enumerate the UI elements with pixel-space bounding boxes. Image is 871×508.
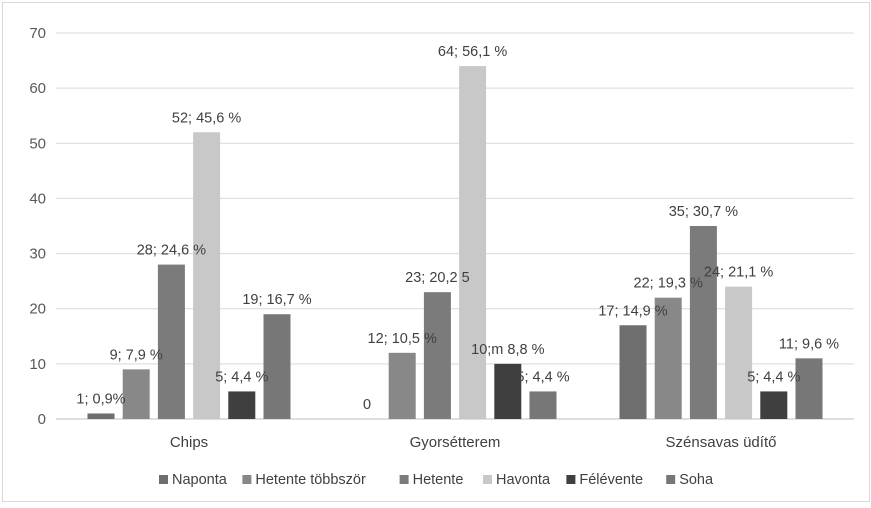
bar [494, 363, 522, 419]
y-tick-label: 40 [29, 190, 46, 207]
data-label: 5; 4,4 % [215, 369, 268, 385]
y-tick-label: 50 [29, 135, 46, 152]
legend-swatch [666, 475, 676, 484]
y-tick-label: 10 [29, 356, 46, 373]
legend-swatch [566, 475, 576, 484]
legend-swatch [399, 475, 409, 484]
data-label: 64; 56,1 % [438, 44, 507, 60]
legend-label: Hetente többször [255, 472, 366, 488]
bar [689, 226, 717, 419]
bar [263, 314, 291, 419]
legend-item: Havonta [483, 472, 551, 488]
bar [193, 132, 221, 419]
legend-label: Félévente [579, 472, 643, 488]
bar [122, 369, 150, 419]
data-label: 5; 4,4 % [747, 369, 800, 385]
bar [795, 358, 823, 419]
data-label: 5; 4,4 % [516, 369, 569, 385]
bar [459, 66, 487, 420]
data-label: 35; 30,7 % [669, 204, 738, 220]
data-label: 0 [363, 397, 371, 413]
gridlines [56, 32, 854, 420]
legend-swatch [242, 475, 252, 484]
bar [157, 264, 185, 419]
bar [725, 286, 753, 419]
y-tick-label: 0 [38, 411, 46, 428]
data-label: 52; 45,6 % [172, 110, 241, 126]
data-label: 11; 9,6 % [779, 336, 839, 352]
data-label: 17; 14,9 % [598, 303, 667, 319]
data-labels: 1; 0,9% 9; 7,9 % 28; 24,6 % 52; 45,6 % 5; 4,… [76, 44, 839, 413]
data-label: 10;m 8,8 % [471, 342, 544, 358]
data-label: 22; 19,3 % [634, 276, 703, 292]
data-label: 24; 21,1 % [704, 265, 773, 281]
y-tick-label: 30 [29, 246, 46, 263]
y-axis-ticks: 0 10 20 30 40 50 60 70 [29, 25, 46, 428]
legend-item: Hetente [399, 472, 464, 488]
data-label: 28; 24,6 % [137, 243, 206, 259]
bar [423, 292, 451, 419]
bar [228, 391, 256, 419]
bar [760, 391, 788, 419]
legend-item: Félévente [566, 472, 643, 488]
legend-label: Soha [679, 472, 714, 488]
data-label: 19; 16,7 % [242, 292, 311, 308]
legend-item: Naponta [159, 472, 228, 488]
data-label: 1; 0,9% [76, 391, 125, 407]
data-label: 9; 7,9 % [110, 347, 163, 363]
legend-item: Hetente többször [242, 472, 366, 488]
legend-label: Naponta [172, 472, 228, 488]
category-label: Chips [170, 434, 208, 451]
legend-item: Soha [666, 472, 714, 488]
y-tick-label: 70 [29, 25, 46, 42]
legend-swatch [159, 475, 168, 484]
bar [388, 352, 416, 419]
y-tick-label: 60 [29, 80, 46, 97]
category-labels: Chips Gyorsétterem Szénsavas üdítő [170, 434, 777, 451]
bar [529, 391, 557, 419]
legend: Naponta Hetente többször Hetente Havonta Fél… [159, 472, 714, 488]
legend-label: Hetente [413, 472, 464, 488]
legend-swatch [483, 475, 492, 484]
category-label: Szénsavas üdítő [666, 434, 777, 451]
legend-label: Havonta [496, 472, 551, 488]
data-label: 12; 10,5 % [368, 331, 437, 347]
data-label: 23; 20,2 5 [405, 270, 470, 286]
bar [654, 297, 682, 419]
category-label: Gyorsétterem [410, 434, 501, 451]
bar-chart: 0 10 20 30 40 50 60 70 1; 0,9% 9; 7,9 % 28; 24,6 … [29, 25, 854, 488]
y-tick-label: 20 [29, 301, 46, 318]
bar [619, 325, 647, 419]
bars [87, 66, 823, 420]
bar [87, 413, 115, 419]
